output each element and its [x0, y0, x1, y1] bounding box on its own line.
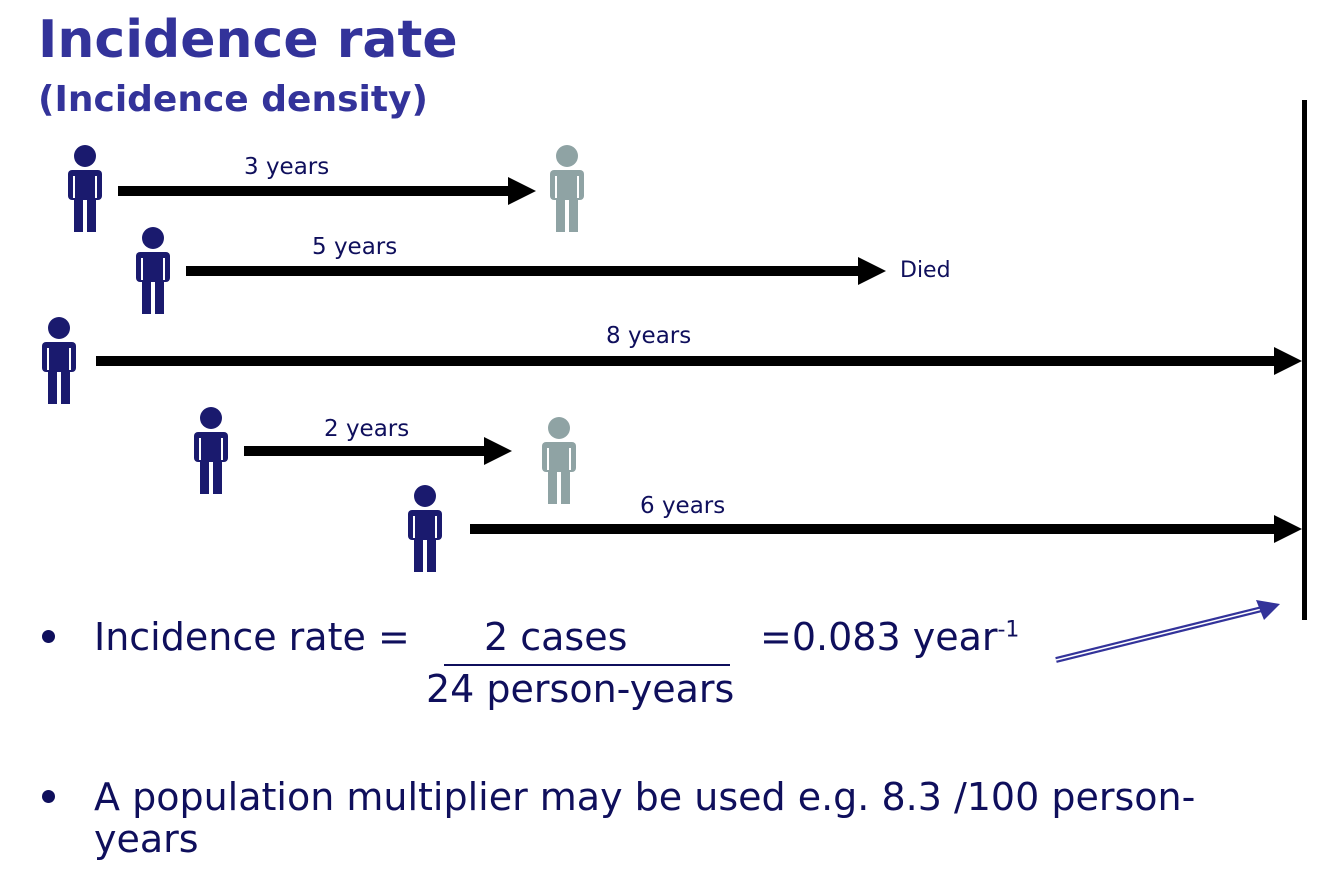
fraction-bar: [444, 664, 730, 666]
person-icon: [408, 485, 442, 572]
duration-label: 2 years: [324, 416, 410, 442]
person-icon: [42, 317, 76, 404]
person-icon: [136, 227, 170, 314]
duration-label: 5 years: [312, 234, 398, 260]
duration-label: 8 years: [606, 323, 692, 349]
followup-arrow: [118, 177, 536, 205]
slide-subtitle: (Incidence density): [38, 79, 428, 120]
result-value: =0.083 year: [760, 615, 998, 659]
followup-arrow: [470, 515, 1302, 543]
followup-arrow: [186, 257, 886, 285]
slide-title: Incidence rate: [38, 10, 458, 70]
formula-lead: Incidence rate =: [94, 615, 410, 659]
case-person-icon: [542, 417, 576, 504]
bullet-dot: [42, 630, 55, 643]
outcome-label: Died: [900, 258, 951, 283]
study-end-line: [1302, 100, 1307, 620]
formula-result: =0.083 year-1: [760, 618, 1019, 656]
formula-denominator: 24 person-years: [426, 667, 735, 711]
person-icon: [194, 407, 228, 494]
person-icon: [68, 145, 102, 232]
duration-label: 6 years: [640, 493, 726, 519]
duration-label: 3 years: [244, 154, 330, 180]
followup-arrow: [96, 347, 1302, 375]
bullet-dot: [42, 790, 55, 803]
followup-arrow: [244, 437, 512, 465]
result-exponent: -1: [997, 617, 1020, 643]
formula-numerator: 2 cases: [484, 615, 628, 659]
pointer-arrow: [1055, 600, 1280, 663]
case-person-icon: [550, 145, 584, 232]
multiplier-note: A population multiplier may be used e.g.…: [94, 775, 1196, 861]
